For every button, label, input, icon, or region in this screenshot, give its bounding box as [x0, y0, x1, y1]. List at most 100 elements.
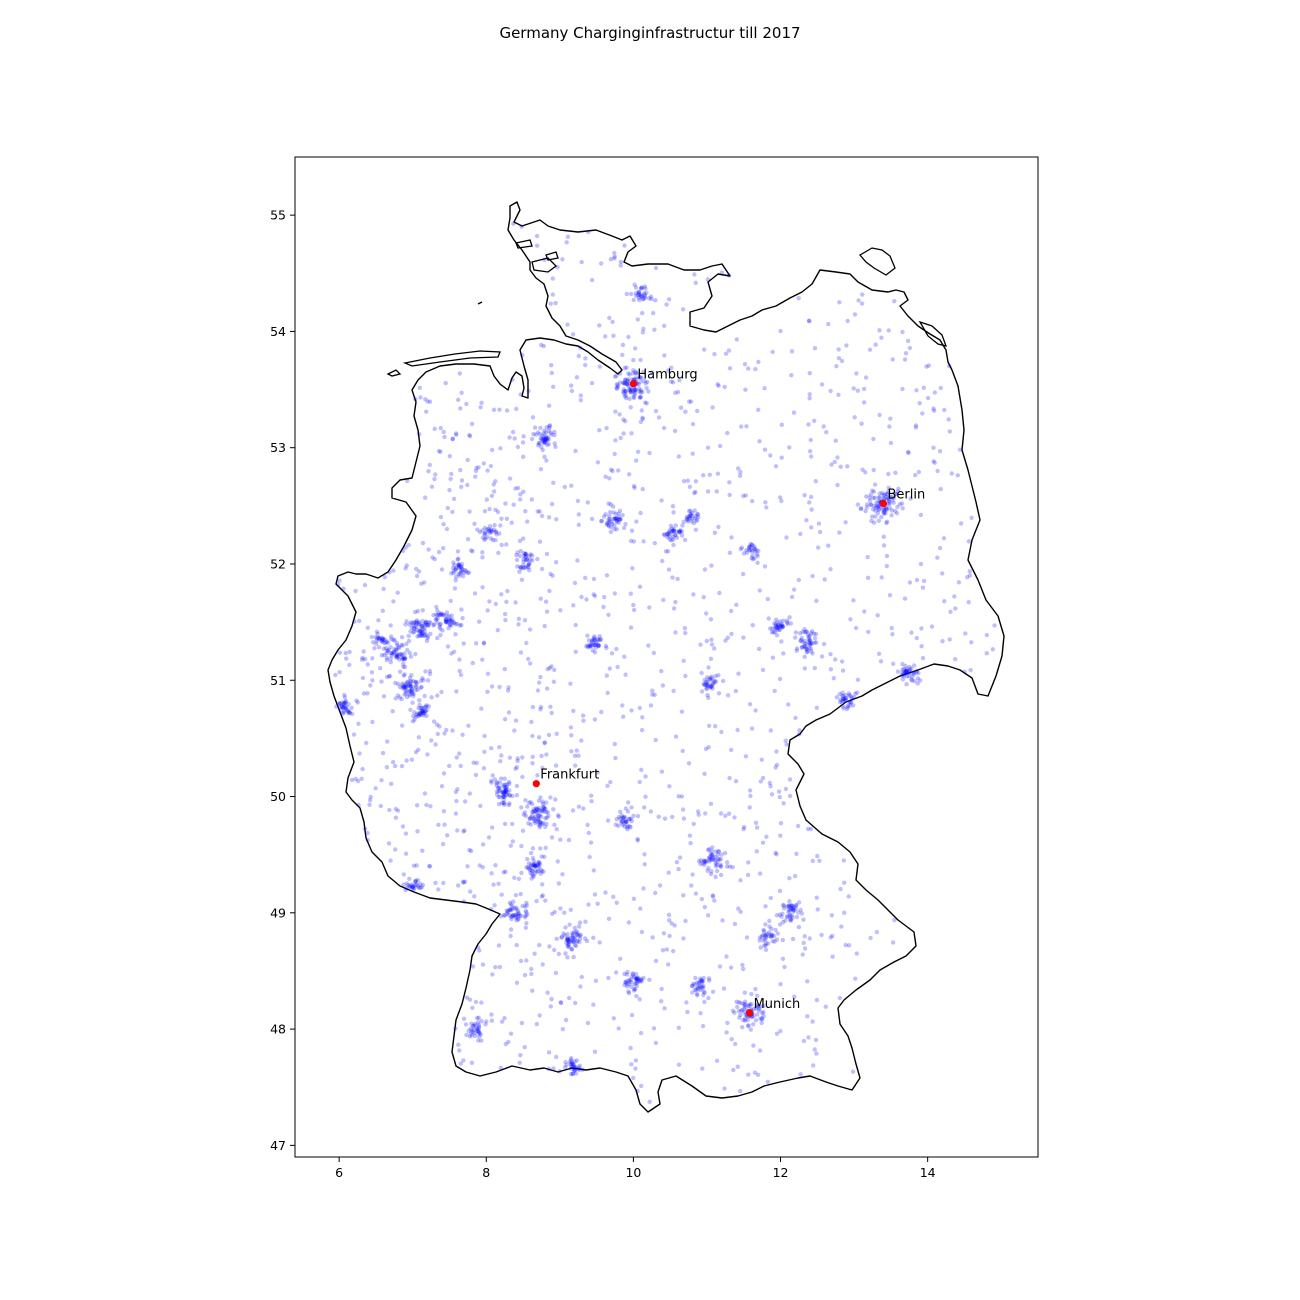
- charging-station-point: [346, 701, 351, 707]
- charging-station-point: [628, 591, 633, 596]
- charging-station-point: [414, 627, 419, 633]
- charging-station-point: [885, 497, 890, 502]
- charging-station-point: [802, 666, 807, 671]
- charging-station-point: [853, 625, 859, 631]
- charging-station-point: [458, 763, 463, 769]
- charging-station-point: [467, 509, 472, 514]
- charging-station-point: [613, 516, 618, 521]
- charging-station-point: [414, 803, 420, 808]
- charging-station-point: [840, 693, 845, 698]
- charging-station-point: [829, 913, 834, 918]
- charging-station-point: [588, 840, 594, 845]
- charging-station-point: [893, 491, 898, 497]
- charging-station-point: [413, 609, 418, 615]
- charging-station-point: [420, 848, 425, 853]
- charging-station-point: [618, 259, 624, 265]
- charging-station-point: [784, 620, 790, 625]
- charging-station-point: [639, 1083, 644, 1089]
- charging-station-point: [460, 566, 465, 571]
- charging-station-point: [347, 649, 352, 655]
- charging-station-point: [530, 813, 535, 818]
- charging-station-point: [780, 902, 786, 908]
- charging-station-point: [365, 837, 370, 843]
- charging-station-point: [839, 659, 845, 664]
- charging-station-point: [879, 575, 884, 580]
- charging-station-point: [839, 924, 844, 929]
- charging-station-point: [632, 282, 637, 287]
- charging-station-point: [863, 470, 868, 475]
- charging-station-point: [399, 696, 404, 702]
- charging-station-point: [792, 908, 797, 913]
- charging-station-point: [459, 607, 464, 612]
- charging-station-point: [410, 885, 415, 890]
- charging-station-point: [742, 1016, 748, 1021]
- charging-station-point: [407, 675, 413, 680]
- charging-station-point: [901, 671, 907, 676]
- charging-station-point: [580, 713, 586, 718]
- charging-station-point: [687, 484, 693, 489]
- charging-station-point: [787, 876, 792, 881]
- charging-station-point: [510, 912, 515, 918]
- charging-station-point: [545, 990, 550, 995]
- charging-station-point: [544, 809, 549, 815]
- charging-station-point: [537, 820, 542, 825]
- charging-station-point: [501, 794, 506, 799]
- charging-station-point: [755, 1072, 761, 1078]
- charging-station-point: [673, 734, 679, 739]
- charging-station-point: [404, 758, 409, 763]
- charging-station-point: [460, 732, 465, 737]
- charging-station-point: [539, 854, 544, 859]
- charging-station-point: [835, 455, 840, 460]
- charging-station-point: [367, 802, 372, 807]
- charging-station-point: [790, 906, 796, 912]
- charging-station-point: [750, 498, 755, 504]
- charging-station-point: [702, 862, 707, 867]
- charging-station-point: [804, 647, 810, 652]
- charging-station-point: [526, 821, 531, 826]
- charging-station-point: [567, 937, 573, 943]
- charging-station-point: [576, 512, 581, 517]
- charging-station-point: [741, 493, 746, 499]
- charging-station-point: [918, 561, 924, 567]
- charging-station-point: [407, 650, 412, 656]
- charging-station-point: [689, 883, 694, 888]
- charging-station-point: [629, 708, 634, 713]
- charging-station-point: [746, 860, 751, 865]
- charging-station-point: [385, 648, 390, 654]
- charging-station-point: [767, 918, 772, 924]
- charging-station-point: [965, 575, 970, 580]
- charging-station-point: [565, 234, 571, 239]
- charging-station-point: [408, 688, 413, 694]
- charging-station-point: [441, 522, 446, 527]
- charging-station-point: [672, 923, 677, 928]
- charging-station-point: [807, 392, 812, 397]
- charging-station-point: [333, 672, 338, 678]
- charging-station-point: [683, 673, 688, 679]
- charging-station-point: [984, 651, 989, 656]
- charging-station-point: [541, 435, 546, 440]
- charging-station-point: [787, 904, 792, 909]
- charging-station-point: [949, 471, 954, 476]
- charging-station-point: [879, 335, 884, 340]
- charging-station-point: [501, 782, 506, 788]
- charging-station-point: [914, 670, 919, 675]
- charging-station-point: [379, 637, 385, 643]
- charging-station-point: [876, 498, 881, 504]
- charging-station-point: [543, 434, 549, 439]
- charging-station-point: [671, 606, 677, 611]
- charging-station-point: [489, 684, 495, 689]
- charging-station-point: [680, 748, 685, 754]
- charging-station-point: [528, 557, 533, 562]
- charging-station-point: [370, 719, 375, 725]
- charging-station-point: [553, 444, 558, 449]
- charging-station-point: [636, 293, 641, 298]
- charging-station-point: [746, 545, 752, 550]
- charging-station-point: [698, 978, 703, 983]
- charging-station-point: [901, 667, 907, 672]
- charging-station-point: [842, 880, 847, 885]
- charging-station-point: [907, 580, 913, 585]
- charging-station-point: [756, 1008, 762, 1013]
- charging-station-point: [807, 318, 812, 324]
- charging-station-point: [378, 666, 383, 671]
- charging-station-point: [640, 416, 646, 422]
